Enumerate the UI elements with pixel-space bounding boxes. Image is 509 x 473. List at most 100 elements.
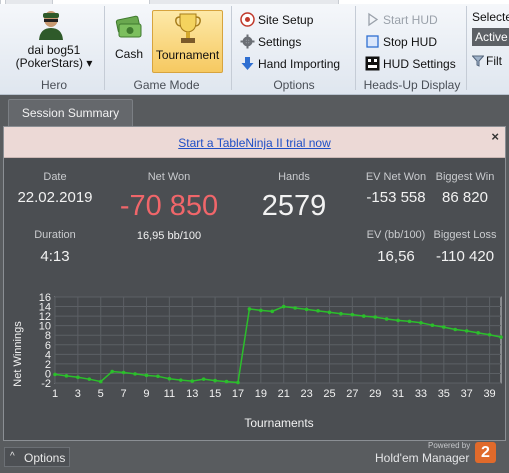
chart-y-tick-label: 16 [39,292,51,304]
chart-x-tick-label: 39 [483,388,495,400]
settings-label: Settings [258,35,302,49]
chart-data-point [419,321,423,325]
chart-data-point [476,331,480,335]
caret-up-icon: ^ [10,451,15,462]
chart-data-point [110,369,114,374]
tab-session-summary[interactable]: Session Summary [8,99,133,126]
chart-x-tick-label: 13 [186,388,198,400]
chart-data-point [373,315,378,319]
hud-settings-icon [365,56,380,71]
chart-data-point [64,374,69,378]
chart-data-point [224,379,229,384]
chart-data-point [201,377,206,381]
chart-data-point [270,309,275,314]
chart-x-tick-label: 23 [300,388,312,400]
chart-data-point [87,377,92,381]
hero-name: dai bog51 [27,43,81,57]
ribbon-tab-fragment[interactable] [338,0,509,4]
group-separator [104,6,105,90]
group-separator [231,6,232,90]
options-button[interactable]: ^ Options [4,447,70,467]
chart-data-point [293,306,297,310]
group-label-hero: Hero [40,78,67,92]
chart-x-axis-label: Tournaments [244,416,313,430]
chart-data-point [167,376,172,381]
chart-data-point [190,379,195,383]
chart-x-tick-label: 1 [52,388,58,400]
chart-data-point [236,380,240,385]
chart-data-point [327,310,332,315]
chart-data-point [144,373,149,378]
biggest-loss-label: Biggest Loss [433,229,497,241]
session-summary-panel: Start a TableNinja II trial now × Date 2… [3,126,506,441]
chart-data-point [499,335,503,339]
chart-x-tick-label: 19 [255,388,267,400]
chart-data-point [430,323,435,327]
chart-data-point [316,309,320,313]
hud-settings-label: HUD Settings [383,57,456,71]
close-icon[interactable]: × [491,129,499,144]
chart-data-point [156,374,160,379]
chart-data-point [453,327,458,332]
trophy-icon [175,13,201,43]
group-label-heads-up-display: Heads-Up Display [363,78,461,92]
chart-y-tick-label: 14 [39,302,51,314]
group-separator [466,6,467,90]
chart-data-point [121,370,126,375]
tournament-label: Tournament [155,48,220,62]
stop-hud-label: Stop HUD [383,35,438,49]
gear-icon [240,34,255,49]
net-winnings-series-line [54,305,502,384]
chart-x-tick-label: 5 [98,388,104,400]
duration-value: 4:13 [40,248,70,265]
cash-button[interactable]: Cash [108,10,150,73]
chart-x-tick-label: 25 [323,388,335,400]
hands-value: 2579 [261,190,327,222]
tab-bar: Session Summary [0,95,509,126]
chart-y-tick-label: 0 [45,368,51,380]
chart-data-point [259,308,263,313]
chart-data-point [76,375,80,380]
chart-y-tick-label: 2 [45,359,51,371]
chart-x-tick-label: 35 [438,388,450,400]
hero-avatar-icon[interactable] [38,10,64,40]
chart-data-point [487,332,492,337]
biggest-loss-value: -110 420 [435,248,495,265]
chart-data-point [407,319,412,324]
chart-data-point [133,372,137,376]
chart-x-tick-label: 15 [209,388,221,400]
chart-data-point [247,307,252,311]
chart-y-tick-label: 10 [39,321,51,333]
net-won-bb: 16,95 bb/100 [136,230,202,242]
trial-link[interactable]: Start a TableNinja II trial now [178,136,331,150]
chart-x-tick-label: 9 [143,388,149,400]
group-label-options: Options [273,78,315,92]
chart-x-tick-label: 31 [392,388,404,400]
hem2-logo-icon: 2 [475,442,496,463]
hands-label: Hands [278,171,310,183]
hero-selector[interactable]: dai bog51 (PokerStars) ▾ [8,44,100,70]
chart-data-point [350,312,355,317]
net-won-value: -70 850 [119,190,219,222]
chart-data-point [464,329,469,333]
tournament-button[interactable]: Tournament [152,10,223,73]
ev-net-won-value: -153 558 [366,189,426,206]
cash-label: Cash [114,47,143,61]
chart-x-tick-label: 17 [232,388,244,400]
chart-x-tick-label: 29 [369,388,381,400]
active-select[interactable]: Active [472,28,509,46]
chart-data-point [281,304,286,309]
ev-bb-value: 16,56 [377,248,415,265]
chart-y-tick-label: 4 [45,349,51,361]
chart-x-tick-label: 21 [278,388,290,400]
filter-label: Filt [486,54,502,68]
powered-by-text: Powered by [428,441,471,450]
chart-y-axis-label: Net Winnings [12,321,24,387]
ribbon-tab-fragment[interactable] [0,0,6,4]
chart-x-tick-label: 37 [461,388,473,400]
chart-plot-area [54,296,502,384]
chart-y-tick-label: 12 [39,311,51,323]
ribbon-tab-fragment[interactable] [52,0,150,4]
chart-x-tick-label: 3 [75,388,81,400]
